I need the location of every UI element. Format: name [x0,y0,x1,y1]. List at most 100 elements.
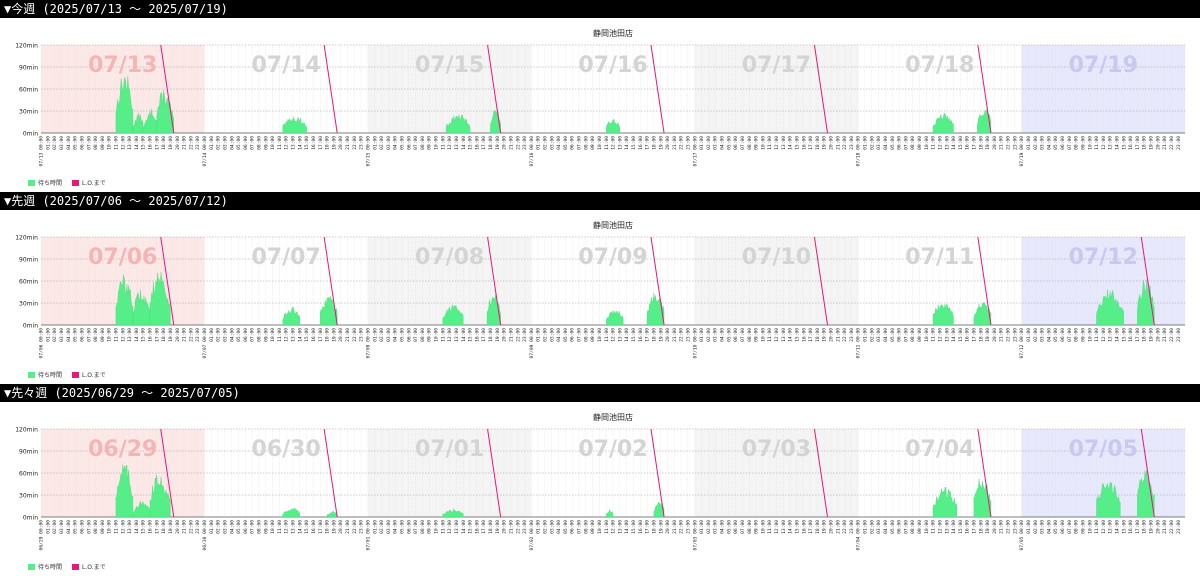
x-tick-label: 20:00 [992,520,998,534]
x-tick-label: 22:00 [842,328,848,342]
x-tick-label: 12:00 [937,520,943,534]
x-tick-label: 10:00 [597,136,603,150]
x-tick-label: 06:00 [243,520,249,534]
x-tick-label: 07/05 00:00 [1019,520,1025,551]
x-tick-label: 06:00 [1060,136,1066,150]
x-tick-label: 09:00 [754,520,760,534]
x-tick-label: 18:00 [815,520,821,534]
x-tick-label: 10:00 [434,328,440,342]
x-tick-label: 01:00 [209,328,215,342]
x-tick-label: 05:00 [726,520,732,534]
x-tick-label: 05:00 [563,136,569,150]
x-tick-label: 09:00 [590,136,596,150]
x-tick-label: 22:00 [1169,520,1175,534]
lo-line [160,236,175,326]
x-tick-label: 13:00 [617,136,623,150]
wait-area [646,292,665,326]
x-tick-label: 17:00 [481,136,487,150]
x-tick-label: 19:00 [1149,136,1155,150]
x-tick-label: 07/11 00:00 [856,328,862,359]
x-tick-label: 07:00 [86,328,92,342]
x-tick-label: 08:00 [257,328,263,342]
x-tick-label: 08:00 [583,520,589,534]
x-tick-label: 02:00 [216,136,222,150]
x-tick-label: 14:00 [788,136,794,150]
x-tick-label: 07:00 [740,328,746,342]
x-tick-label: 15:00 [1121,520,1127,534]
x-tick-label: 04:00 [556,520,562,534]
x-tick-label: 07:00 [250,136,256,150]
legend-label-lo: L.O.まで [82,564,106,571]
x-tick-label: 07/18 00:00 [856,136,862,167]
x-tick-label: 14:00 [624,520,630,534]
x-tick-label: 16:00 [638,136,644,150]
x-tick-label: 02:00 [543,520,549,534]
x-tick-label: 20:00 [502,520,508,534]
x-tick-label: 21:00 [835,520,841,534]
x-tick-label: 20:00 [665,136,671,150]
x-tick-label: 10:00 [107,136,113,150]
x-tick-label: 21:00 [508,520,514,534]
week-header: ▼先週 (2025/07/06 ～ 2025/07/12) [0,192,1200,210]
x-tick-label: 12:00 [1101,136,1107,150]
x-tick-label: 18:00 [1142,520,1148,534]
x-tick-label: 01:00 [45,328,51,342]
day-label: 07/08 [415,245,484,270]
x-tick-label: 17:00 [645,520,651,534]
x-tick-label: 08:00 [93,328,99,342]
x-tick-label: 23:00 [359,136,365,150]
wait-area [149,474,171,518]
chart-legend: 待ち時間 L.O.まで [28,370,106,379]
x-tick-label: 03:00 [713,328,719,342]
x-tick-label: 19:00 [168,136,174,150]
x-tick-label: 01:00 [699,136,705,150]
x-tick-label: 09:00 [1080,328,1086,342]
x-tick-label: 01:00 [372,328,378,342]
x-tick-label: 19:00 [331,520,337,534]
legend-swatch-lo [72,179,80,186]
x-tick-label: 20:00 [175,136,181,150]
x-tick-label: 18:00 [325,328,331,342]
x-tick-label: 18:00 [978,136,984,150]
x-tick-label: 19:00 [495,136,501,150]
x-tick-label: 19:00 [168,520,174,534]
x-tick-label: 16:00 [1128,136,1134,150]
legend-item-lo: L.O.まで [72,178,106,187]
x-tick-label: 19:00 [168,328,174,342]
x-tick-label: 15:00 [794,136,800,150]
x-tick-label: 13:00 [454,520,460,534]
x-tick-label: 07/13 00:00 [39,136,45,167]
x-tick-label: 18:00 [978,520,984,534]
x-tick-label: 12:00 [1101,328,1107,342]
x-tick-label: 18:00 [815,136,821,150]
x-tick-label: 21:00 [508,136,514,150]
x-tick-label: 08:00 [93,520,99,534]
x-tick-label: 16:00 [311,520,317,534]
x-tick-label: 23:00 [195,520,201,534]
x-tick-label: 13:00 [617,328,623,342]
x-tick-label: 07:00 [1067,136,1073,150]
x-tick-label: 04:00 [229,328,235,342]
day-label: 07/15 [415,53,484,78]
x-tick-label: 05:00 [236,136,242,150]
x-tick-label: 18:00 [815,328,821,342]
x-tick-label: 07/19 00:00 [1019,136,1025,167]
chart-title: 静岡池田店 [593,29,633,38]
wait-area [932,303,954,326]
x-tick-label: 17:00 [972,328,978,342]
x-tick-label: 20:00 [338,328,344,342]
x-tick-label: 21:00 [999,136,1005,150]
x-tick-label: 11:00 [1094,136,1100,150]
day-label: 07/06 [88,245,157,270]
x-tick-label: 07:00 [86,136,92,150]
x-tick-label: 06:00 [733,328,739,342]
x-tick-label: 18:00 [325,520,331,534]
x-tick-label: 14:00 [297,136,303,150]
x-tick-label: 04:00 [393,520,399,534]
x-tick-label: 13:00 [291,520,297,534]
x-tick-label: 06:00 [570,520,576,534]
wait-area [149,271,171,326]
x-tick-label: 16:00 [148,328,154,342]
x-tick-label: 07/17 00:00 [692,136,698,167]
x-tick-label: 17:00 [154,136,160,150]
